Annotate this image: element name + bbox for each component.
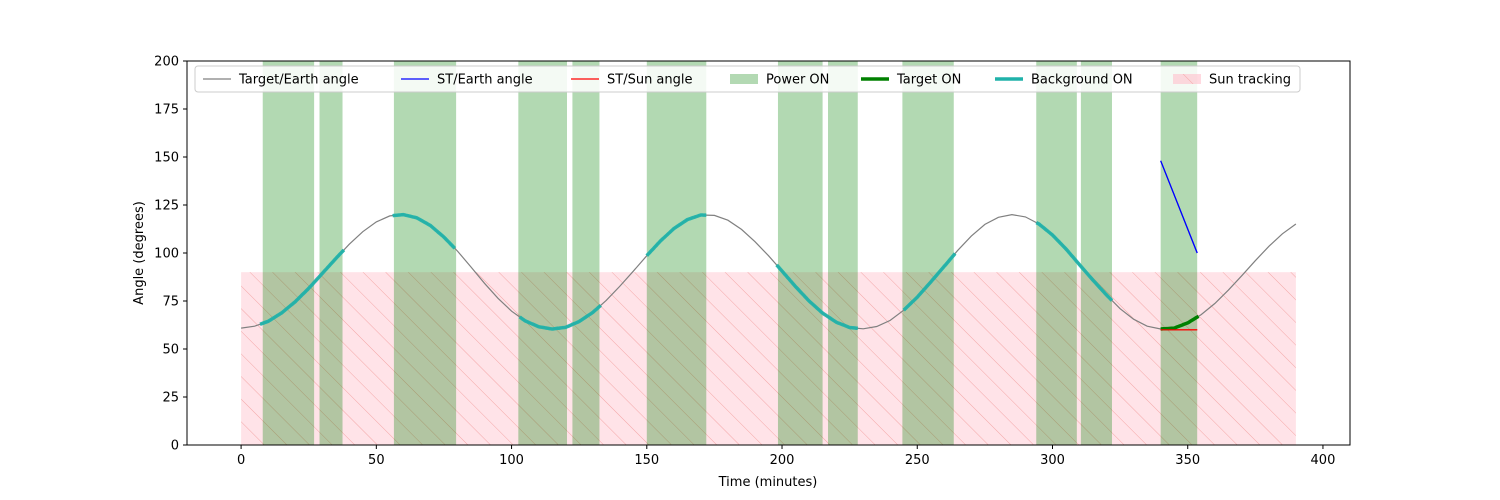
legend: Target/Earth angle ST/Earth angle ST/Sun a… [194, 65, 1301, 93]
y-tick-label-7: 175 [154, 103, 179, 118]
background-on-segment-5 [902, 252, 957, 312]
background-on-segment-2 [518, 304, 602, 331]
y-tick-label-5: 125 [154, 199, 179, 214]
legend-label-0: Target/Earth angle [238, 73, 359, 88]
x-tick-label-7: 350 [1175, 453, 1200, 468]
y-tick-label-6: 150 [154, 151, 179, 166]
target-on-segment-0 [1160, 314, 1200, 331]
y-tick-label-3: 75 [162, 295, 179, 310]
x-tick-label-4: 200 [770, 453, 795, 468]
power-on-band-2 [393, 61, 457, 445]
y-tick-label-2: 50 [162, 343, 179, 358]
axes: 0 50 100 150 200 250 300 350 400 0 25 50 75 100 125 150… [154, 55, 1351, 468]
y-axis-label: Angle (degrees) [132, 201, 147, 305]
legend-label-6: Sun tracking [1209, 73, 1291, 88]
legend-label-3: Power ON [766, 73, 829, 88]
background-on-segment-4 [775, 263, 858, 331]
legend-label-5: Background ON [1031, 73, 1133, 88]
y-tick-label-8: 200 [154, 55, 179, 70]
x-axis-label: Time (minutes) [718, 475, 818, 490]
y-tick-label-0: 0 [171, 439, 179, 454]
x-tick-label-3: 150 [634, 453, 659, 468]
x-tick-label-5: 250 [905, 453, 930, 468]
x-tick-label-0: 0 [237, 453, 245, 468]
power-on-band-8 [902, 61, 954, 445]
x-tick-label-8: 400 [1311, 453, 1336, 468]
legend-item-4: Target ON [861, 73, 961, 88]
y-tick-label-4: 100 [154, 247, 179, 262]
legend-item-3: Power ON [730, 73, 829, 88]
background-on-segment-1 [392, 212, 457, 250]
legend-label-4: Target ON [896, 73, 961, 88]
legend-item-0: Target/Earth angle [203, 73, 359, 88]
plot-area [241, 61, 1297, 445]
power-on-band-10 [1080, 61, 1112, 445]
x-tick-label-6: 300 [1040, 453, 1065, 468]
legend-item-5: Background ON [995, 73, 1133, 88]
background-on-segment-6 [1035, 221, 1114, 302]
power-on-band-7 [828, 61, 858, 445]
sun-tracking-hatch [241, 272, 1296, 445]
legend-item-2: ST/Sun angle [571, 73, 693, 88]
power-on-band-5 [646, 61, 707, 445]
legend-swatch-hatch-6 [1173, 74, 1201, 84]
y-tick-label-1: 25 [162, 391, 179, 406]
power-on-band-6 [777, 61, 823, 445]
legend-item-1: ST/Earth angle [401, 73, 533, 88]
x-tick-label-2: 100 [499, 453, 524, 468]
st-line-top-0 [1160, 160, 1198, 254]
legend-label-2: ST/Sun angle [607, 73, 693, 88]
power-on-band-4 [572, 61, 600, 445]
legend-label-1: ST/Earth angle [437, 73, 533, 88]
background-on-segment-3 [645, 213, 707, 257]
background-on-segment-0 [259, 248, 346, 326]
power-on-band-11 [1160, 61, 1198, 445]
power-on-band-1 [319, 61, 343, 445]
power-on-band-3 [518, 61, 568, 445]
legend-item-6: Sun tracking [1173, 73, 1291, 88]
x-tick-label-1: 50 [368, 453, 385, 468]
legend-swatch-3 [730, 74, 758, 84]
power-on-band-0 [262, 61, 315, 445]
